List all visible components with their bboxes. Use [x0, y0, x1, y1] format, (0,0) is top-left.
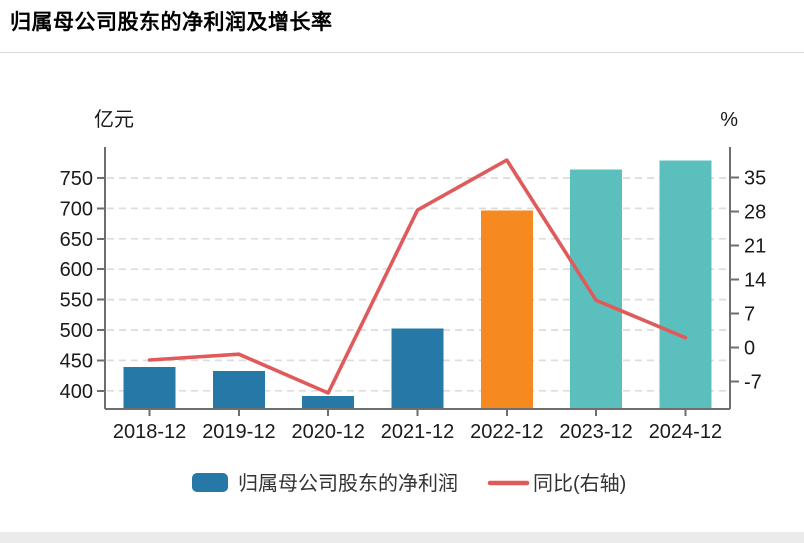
left-tick-label: 600	[60, 259, 93, 281]
left-tick-label: 550	[60, 290, 93, 312]
x-tick-label-2023-12: 2023-12	[559, 421, 632, 443]
left-axis-unit: 亿元	[94, 108, 134, 131]
growth-line[interactable]	[147, 158, 688, 395]
page-title: 归属母公司股东的净利润及增长率	[10, 11, 333, 34]
left-tick-label: 450	[60, 350, 93, 372]
bar-2023-12[interactable]	[570, 169, 623, 410]
legend-label-net-profit: 归属母公司股东的净利润	[238, 472, 458, 495]
left-tick-label: 650	[60, 229, 93, 251]
bar-2019-12[interactable]	[212, 371, 265, 409]
right-tick-label: 7	[744, 303, 755, 325]
left-tick-label: 700	[60, 198, 93, 220]
bar-2024-12[interactable]	[659, 160, 712, 409]
left-tick-label: 400	[60, 381, 93, 403]
right-axis-unit: %	[720, 109, 738, 131]
x-tick-label-2022-12: 2022-12	[470, 421, 543, 443]
right-tick-label: -7	[744, 371, 762, 393]
footer-bar	[0, 532, 804, 543]
x-tick-label-2019-12: 2019-12	[202, 421, 275, 443]
x-tick-label-2020-12: 2020-12	[291, 421, 364, 443]
bar-2021-12[interactable]	[391, 328, 444, 409]
legend-label-yoy: 同比(右轴)	[533, 472, 626, 495]
left-tick-label: 500	[60, 320, 93, 342]
right-tick-label: 21	[744, 236, 766, 258]
right-tick-label: 28	[744, 202, 766, 224]
left-tick-label: 750	[60, 168, 93, 190]
bar-2020-12[interactable]	[302, 395, 355, 409]
legend-item-yoy[interactable]: 同比(右轴)	[487, 472, 626, 495]
right-tick-label: 14	[744, 270, 766, 292]
legend-bar-swatch	[192, 473, 228, 492]
x-tick-label-2021-12: 2021-12	[381, 421, 454, 443]
profit-growth-chart: 400 450 500 550 600 650 700 750 -7 0 7 14 21 28 35 2018…	[60, 108, 767, 495]
right-tick-label: 35	[744, 168, 766, 190]
x-tick-label-2024-12: 2024-12	[649, 421, 722, 443]
title-divider	[0, 52, 804, 53]
right-tick-label: 0	[744, 337, 755, 359]
bar-2018-12[interactable]	[123, 367, 176, 409]
x-tick-label-2018-12: 2018-12	[113, 421, 186, 443]
bar-2022-12[interactable]	[480, 210, 533, 409]
legend-item-net-profit[interactable]: 归属母公司股东的净利润	[192, 472, 458, 495]
